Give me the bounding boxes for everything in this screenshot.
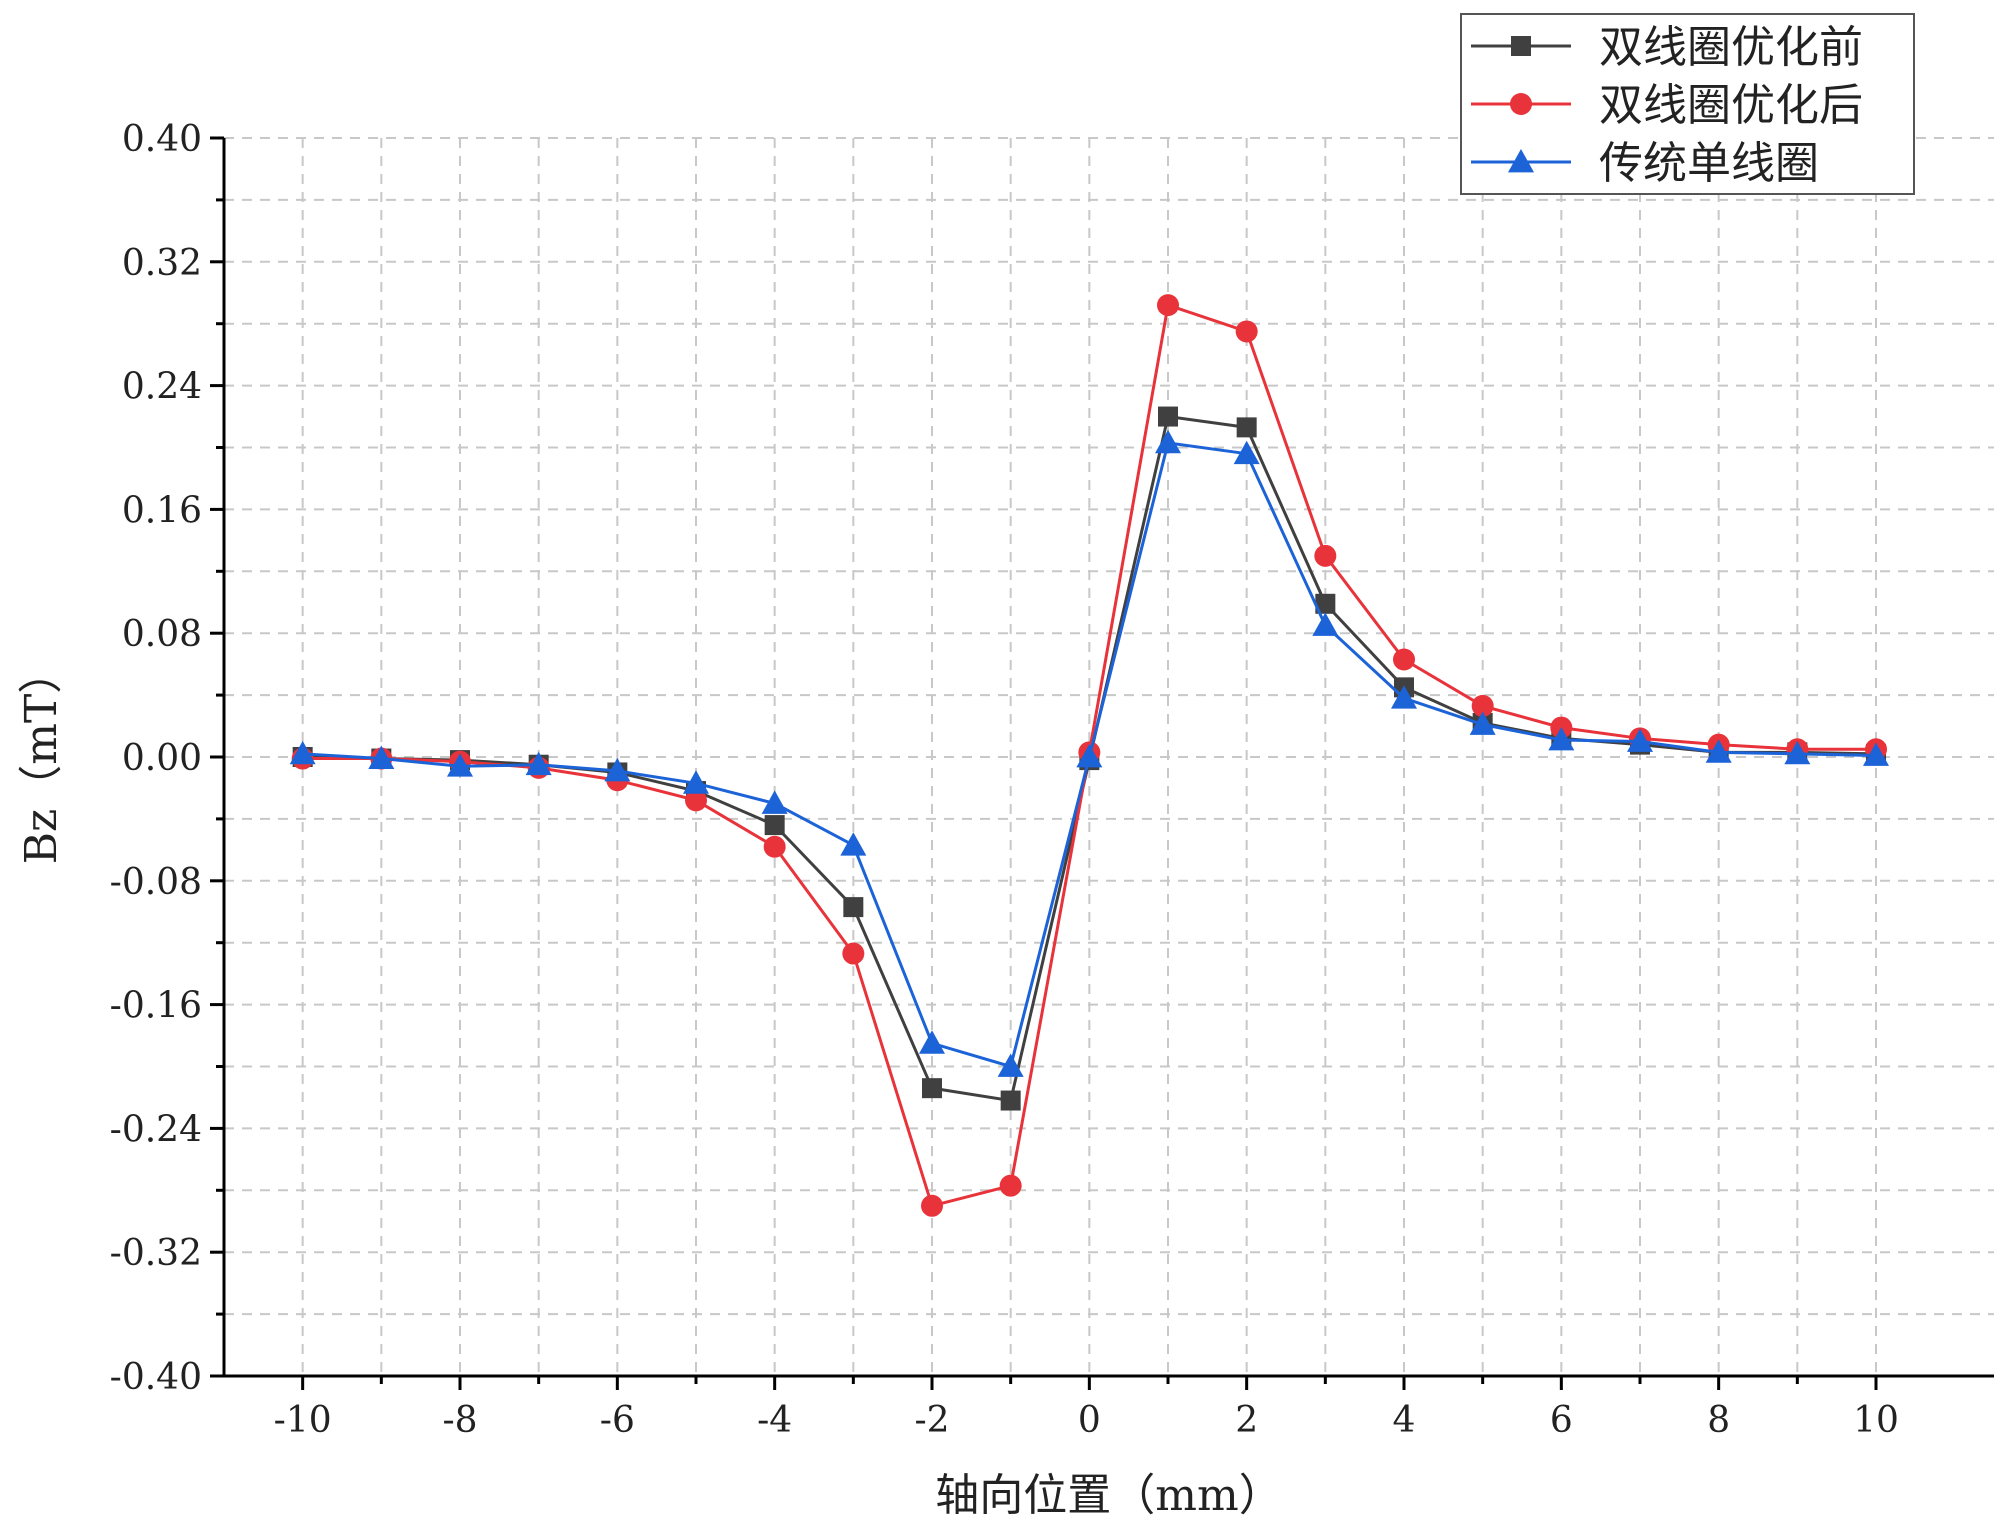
data-point [1548, 726, 1575, 751]
data-point [921, 1194, 943, 1217]
data-point [1471, 694, 1494, 717]
data-point [1236, 417, 1257, 438]
y-tick-label: -0.16 [110, 986, 202, 1027]
data-point [999, 1174, 1022, 1197]
y-tick-label: 0.16 [122, 490, 202, 531]
data-point [1393, 648, 1415, 671]
data-point [1312, 612, 1339, 636]
data-point [997, 1053, 1024, 1077]
data-point [604, 757, 631, 782]
data-point [368, 745, 395, 769]
data-point [685, 789, 707, 812]
x-tick-label: 6 [1550, 1400, 1573, 1441]
legend-item: 双线圈优化前 [1471, 22, 1863, 73]
x-tick-label: -10 [274, 1400, 332, 1441]
ticks: -10 -8 -6 -4 -2 0 2 4 6 8 10 -0.40 -0.32 -0.24 -0.16 -0… [110, 119, 1899, 1441]
data-point [1469, 711, 1496, 735]
legend-marker [1508, 149, 1534, 173]
data-point [1784, 740, 1811, 765]
data-point [1235, 320, 1258, 343]
data-point [1155, 429, 1181, 454]
legend-marker [1511, 36, 1531, 56]
data-point [447, 753, 473, 777]
data-point [922, 1078, 942, 1099]
series [289, 294, 1889, 1217]
legend-label: 双线圈优化后 [1599, 80, 1863, 131]
data-point [1627, 728, 1653, 752]
y-tick-label: 0.00 [122, 738, 202, 779]
x-tick-label: -8 [442, 1400, 477, 1441]
data-point [1233, 440, 1260, 465]
data-point [289, 740, 316, 765]
legend-label: 传统单线圈 [1599, 138, 1819, 189]
y-tick-label: 0.08 [122, 614, 202, 655]
data-point [763, 835, 786, 858]
x-tick-label: 4 [1393, 1400, 1416, 1441]
data-point [764, 815, 785, 836]
data-point [1000, 1090, 1021, 1111]
data-point [1076, 744, 1103, 768]
y-tick-label: -0.32 [110, 1233, 202, 1274]
legend-item: 双线圈优化后 [1471, 80, 1863, 131]
data-point [1315, 593, 1336, 614]
x-tick-label: 2 [1235, 1400, 1258, 1441]
y-tick-label: 0.32 [122, 243, 202, 284]
legend-label: 双线圈优化前 [1599, 22, 1863, 73]
x-tick-label: -2 [914, 1400, 949, 1441]
y-tick-label: 0.24 [122, 367, 202, 408]
y-tick-label: -0.08 [110, 862, 202, 903]
data-point [843, 897, 864, 918]
data-point [1705, 739, 1732, 763]
x-tick-label: 0 [1078, 1400, 1101, 1441]
series-3 [289, 429, 1889, 1077]
data-point [683, 770, 709, 794]
y-tick-label: -0.24 [110, 1109, 202, 1150]
x-tick-label: -6 [600, 1400, 635, 1441]
data-point [919, 1030, 945, 1054]
y-tick-label: -0.40 [110, 1357, 202, 1398]
data-point [1157, 294, 1179, 317]
data-point [761, 790, 788, 814]
y-tick-label: 0.40 [122, 119, 202, 160]
data-point [840, 832, 867, 856]
legend-item: 传统单线圈 [1471, 138, 1819, 189]
data-point [1863, 742, 1889, 766]
data-point [842, 942, 865, 965]
legend-marker [1510, 93, 1532, 115]
data-point [1158, 406, 1178, 427]
data-point [1314, 544, 1337, 567]
x-axis-title: 轴向位置（mm） [935, 1470, 1282, 1521]
y-axis-title: Bz（mT） [16, 650, 67, 865]
x-tick-label: -4 [757, 1400, 792, 1441]
x-tick-label: 10 [1853, 1400, 1899, 1441]
data-point [525, 751, 552, 776]
data-point [1391, 685, 1417, 709]
x-tick-label: 8 [1707, 1400, 1730, 1441]
